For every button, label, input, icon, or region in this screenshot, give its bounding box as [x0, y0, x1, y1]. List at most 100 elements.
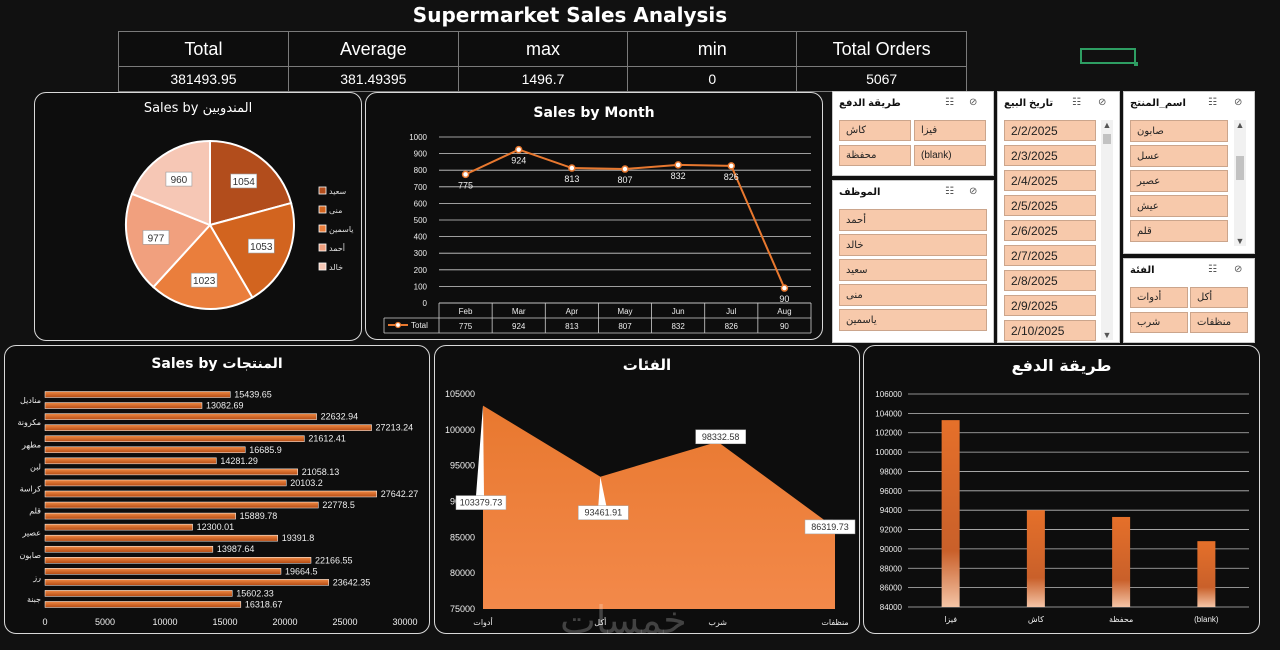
bar-data-label: 15889.78	[240, 511, 278, 521]
bar	[44, 468, 298, 476]
scroll-down-icon[interactable]: ▼	[1102, 330, 1112, 340]
line-point	[674, 161, 682, 169]
y-category-label: قلم	[29, 507, 41, 516]
line-data-label: 90	[779, 294, 789, 304]
kpi-value-total[interactable]: 381493.95	[118, 66, 289, 92]
slicer-employee-item[interactable]: خالد	[839, 234, 987, 256]
slicer-employee[interactable]: الموظف ☷ ⊘ أحمد خالد سعيد منى ياسمين	[832, 180, 994, 343]
clear-filter-icon[interactable]: ⊘	[1234, 264, 1243, 275]
column	[1112, 516, 1131, 607]
y-tick-label: 600	[414, 199, 428, 208]
x-tick-label: شرب	[708, 618, 727, 627]
slicer-date-item[interactable]: 2/2/2025	[1004, 120, 1096, 141]
legend-label: خالد	[329, 263, 343, 272]
kpi-header-max[interactable]: max	[457, 31, 629, 67]
x-tick-label: May	[617, 307, 632, 316]
y-category-label: كراسة	[20, 484, 42, 493]
y-tick-label: 96000	[880, 487, 903, 496]
slicer-date-item[interactable]: 2/3/2025	[1004, 145, 1096, 166]
scrollbar-thumb[interactable]	[1103, 134, 1111, 144]
product-bar-chart-panel[interactable]: Sales by المنتجات 15439.65 13082.69 22632.…	[4, 345, 430, 634]
slicer-employee-item[interactable]: أحمد	[839, 209, 987, 231]
slicer-payment-item-visa[interactable]: فيزا	[914, 120, 986, 141]
kpi-value-average[interactable]: 381.49395	[287, 66, 459, 92]
slicer-category-item[interactable]: منظفات	[1190, 312, 1248, 333]
slicer-payment-item-blank[interactable]: (blank)	[914, 145, 986, 166]
clear-filter-icon[interactable]: ⊘	[969, 97, 978, 108]
kpi-header-min[interactable]: min	[627, 31, 798, 67]
slicer-date-item[interactable]: 2/10/2025	[1004, 320, 1096, 341]
area-series	[483, 405, 835, 609]
y-tick-label: 75000	[450, 604, 475, 614]
line-point	[568, 164, 576, 172]
bar	[44, 557, 312, 564]
line-data-label: 832	[671, 171, 686, 181]
slicer-employee-item[interactable]: سعيد	[839, 259, 987, 281]
pie-data-label: 1053	[250, 242, 273, 253]
slicer-date-item[interactable]: 2/4/2025	[1004, 170, 1096, 191]
slicer-payment-item-cash[interactable]: كاش	[839, 120, 911, 141]
x-tick-label: 30000	[392, 617, 417, 627]
slicer-product-item[interactable]: صابون	[1130, 120, 1228, 142]
multiselect-icon[interactable]: ☷	[945, 97, 954, 108]
legend-label: منى	[329, 206, 342, 215]
kpi-header-average[interactable]: Average	[287, 31, 459, 67]
y-category-label: مكرونة	[18, 418, 42, 427]
slicer-sale-date[interactable]: تاريخ البيع ☷ ⊘ 2/2/2025 2/3/2025 2/4/20…	[997, 91, 1120, 343]
slicer-employee-item[interactable]: منى	[839, 284, 987, 306]
line-data-label: 807	[617, 175, 632, 185]
slicer-date-item[interactable]: 2/7/2025	[1004, 245, 1096, 266]
slicer-product-scrollbar[interactable]: ▲ ▼	[1234, 120, 1246, 246]
bar	[44, 545, 214, 553]
slicer-date-item[interactable]: 2/6/2025	[1004, 220, 1096, 241]
slicer-payment-method[interactable]: طريقة الدفع ☷ ⊘ كاش فيزا (blank) محفظة	[832, 91, 994, 176]
kpi-value-total-orders[interactable]: 5067	[796, 66, 967, 92]
category-area-chart-panel[interactable]: الفئات 750008000085000900009500010000010…	[434, 345, 860, 634]
bar	[44, 579, 329, 586]
clear-filter-icon[interactable]: ⊘	[969, 186, 978, 197]
slicer-date-scrollbar[interactable]: ▲ ▼	[1101, 120, 1113, 340]
slicer-date-item[interactable]: 2/8/2025	[1004, 270, 1096, 291]
bar-data-label: 21612.41	[308, 434, 346, 444]
selected-cell[interactable]	[1080, 48, 1138, 66]
scrollbar-thumb[interactable]	[1236, 156, 1244, 180]
slicer-category-item[interactable]: أدوات	[1130, 287, 1188, 308]
x-tick-label: 5000	[95, 617, 115, 627]
dashboard-title: Supermarket Sales Analysis	[412, 3, 728, 27]
pie-data-label: 1054	[233, 177, 256, 188]
kpi-value-min[interactable]: 0	[627, 66, 798, 92]
slicer-category-item[interactable]: شرب	[1130, 312, 1188, 333]
kpi-header-total-orders[interactable]: Total Orders	[796, 31, 967, 67]
scroll-up-icon[interactable]: ▲	[1102, 120, 1112, 130]
slicer-employee-item[interactable]: ياسمين	[839, 309, 987, 331]
y-tick-label: 900	[414, 150, 428, 159]
multiselect-icon[interactable]: ☷	[1208, 97, 1217, 108]
line-chart-panel[interactable]: Sales by Month 0 100 200 300 400 500 600 700 800…	[365, 92, 823, 340]
scroll-down-icon[interactable]: ▼	[1235, 236, 1245, 246]
slicer-category-item[interactable]: أكل	[1190, 287, 1248, 308]
legend-label: سعيد	[329, 187, 346, 196]
multiselect-icon[interactable]: ☷	[1072, 97, 1081, 108]
multiselect-icon[interactable]: ☷	[945, 186, 954, 197]
slicer-date-item[interactable]: 2/5/2025	[1004, 195, 1096, 216]
bar-data-label: 13082.69	[206, 401, 244, 411]
y-tick-label: 105000	[445, 389, 475, 399]
pie-chart-panel[interactable]: Sales by المندوبين 1054 1053 1023 977 960 سعي…	[34, 92, 362, 341]
slicer-product-name[interactable]: اسم_المنتج ☷ ⊘ صابون عسل عصير عيش قلم ▲ …	[1123, 91, 1255, 254]
kpi-value-max[interactable]: 1496.7	[457, 66, 629, 92]
slicer-date-item[interactable]: 2/9/2025	[1004, 295, 1096, 316]
slicer-category[interactable]: الفئة ☷ ⊘ أكل أدوات منظفات شرب	[1123, 258, 1255, 343]
clear-filter-icon[interactable]: ⊘	[1234, 97, 1243, 108]
slicer-payment-item-wallet[interactable]: محفظة	[839, 145, 911, 166]
bar-data-label: 13987.64	[217, 544, 255, 554]
slicer-product-item[interactable]: عيش	[1130, 195, 1228, 217]
multiselect-icon[interactable]: ☷	[1208, 264, 1217, 275]
scroll-up-icon[interactable]: ▲	[1235, 120, 1245, 130]
payment-column-chart-panel[interactable]: طريقة الدفع 84000 86000 88000 90000 92000 940…	[863, 345, 1260, 634]
table-value: 826	[725, 322, 739, 331]
slicer-product-item[interactable]: عسل	[1130, 145, 1228, 167]
slicer-product-item[interactable]: قلم	[1130, 220, 1228, 242]
kpi-header-total[interactable]: Total	[118, 31, 289, 67]
clear-filter-icon[interactable]: ⊘	[1098, 97, 1107, 108]
slicer-product-item[interactable]: عصير	[1130, 170, 1228, 192]
